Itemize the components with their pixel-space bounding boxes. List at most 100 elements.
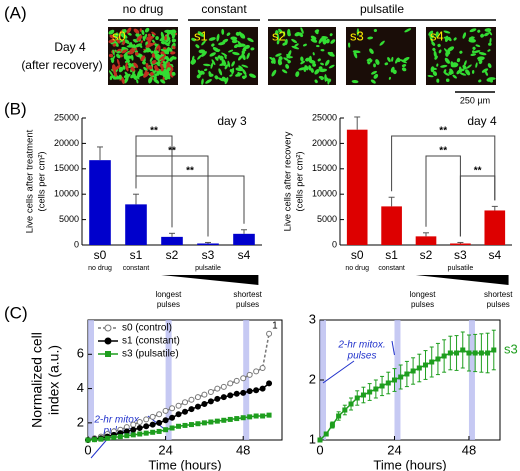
pulse-band (468, 320, 475, 440)
cell (453, 37, 457, 41)
marker (485, 350, 491, 356)
cell (486, 77, 493, 82)
marker (391, 377, 397, 383)
marker (240, 375, 247, 382)
wedge (415, 275, 509, 285)
marker (188, 406, 195, 413)
marker (253, 368, 260, 375)
y-axis-label: (cells per cm²) (37, 151, 48, 211)
cell (191, 37, 196, 42)
cell (432, 47, 436, 52)
cell (230, 36, 238, 41)
marker (336, 413, 342, 419)
cell (481, 68, 489, 73)
marker (169, 405, 176, 412)
marker (85, 437, 91, 443)
y-tick-label: 10000 (312, 189, 337, 199)
panel-label: (B) (4, 99, 27, 118)
cell (201, 40, 206, 46)
cell (109, 38, 116, 43)
cell (276, 32, 280, 41)
cell (154, 65, 158, 69)
cell (200, 70, 205, 75)
bar (89, 160, 111, 245)
cell (123, 73, 131, 78)
annotation: 2-hr mitox. (93, 415, 141, 426)
cell (112, 76, 120, 80)
legend-marker (104, 337, 112, 345)
cell (489, 37, 492, 44)
cell (322, 36, 327, 43)
marker (447, 350, 453, 356)
cell (226, 32, 231, 36)
marker (98, 436, 104, 442)
marker (253, 387, 260, 394)
cell (435, 31, 439, 38)
cell (145, 42, 153, 48)
cell (237, 43, 244, 48)
cell (246, 52, 250, 60)
marker (348, 401, 354, 407)
cell (388, 76, 391, 80)
cell (456, 69, 462, 75)
cell (353, 51, 358, 59)
marker (136, 419, 143, 425)
cell (478, 60, 483, 65)
pulse-note: pulses (236, 300, 259, 309)
cell (314, 29, 320, 33)
marker (329, 422, 335, 428)
marker (342, 407, 348, 413)
bracket (135, 155, 209, 237)
cell (159, 55, 166, 61)
cell (140, 55, 146, 62)
x-tick-label: s2 (166, 248, 179, 262)
marker (221, 417, 227, 423)
cell (472, 46, 476, 50)
marker (246, 371, 253, 378)
cell (462, 32, 467, 39)
cell (201, 78, 204, 86)
cell (463, 60, 467, 67)
cell (276, 39, 280, 45)
cell (164, 29, 171, 34)
cell (291, 45, 300, 50)
marker (149, 413, 156, 420)
cell (443, 69, 447, 74)
marker (266, 412, 272, 418)
cell (147, 33, 151, 37)
cell (118, 74, 122, 80)
marker (194, 403, 201, 410)
cell (116, 39, 121, 44)
cell (434, 55, 438, 60)
cell (249, 73, 256, 79)
bracket (425, 155, 461, 237)
marker (137, 431, 143, 437)
marker (150, 429, 156, 435)
cell (447, 46, 455, 52)
pulse-note: pulses (487, 300, 510, 309)
cell (221, 52, 228, 57)
significance: ** (150, 126, 158, 137)
marker (156, 419, 163, 426)
panel-label: (C) (4, 303, 28, 322)
marker (354, 395, 360, 401)
cell (162, 74, 167, 78)
cell (211, 59, 216, 66)
cell (370, 79, 376, 84)
cell (456, 58, 461, 63)
marker (246, 388, 253, 395)
cell (227, 60, 231, 68)
marker (143, 423, 150, 430)
cell (278, 61, 283, 65)
marker (175, 402, 182, 409)
marker (169, 414, 176, 421)
cell (487, 63, 492, 68)
cell (164, 56, 169, 60)
cell (475, 62, 478, 68)
group-label: pulsatile (360, 2, 404, 16)
cell (218, 42, 226, 46)
cell (294, 43, 299, 47)
marker (208, 419, 214, 425)
marker (201, 391, 208, 398)
cell (125, 64, 129, 72)
